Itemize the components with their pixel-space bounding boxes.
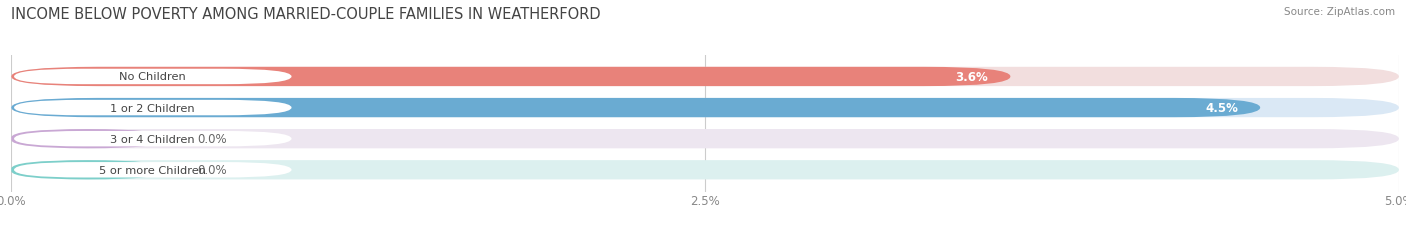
Text: 3.6%: 3.6% [956, 71, 988, 84]
Text: 1 or 2 Children: 1 or 2 Children [111, 103, 195, 113]
FancyBboxPatch shape [11, 98, 1399, 118]
FancyBboxPatch shape [11, 67, 1399, 87]
Text: 5 or more Children: 5 or more Children [100, 165, 207, 175]
FancyBboxPatch shape [14, 70, 291, 85]
FancyBboxPatch shape [11, 129, 165, 149]
FancyBboxPatch shape [11, 67, 1011, 87]
Text: INCOME BELOW POVERTY AMONG MARRIED-COUPLE FAMILIES IN WEATHERFORD: INCOME BELOW POVERTY AMONG MARRIED-COUPL… [11, 7, 600, 22]
FancyBboxPatch shape [11, 161, 1399, 180]
FancyBboxPatch shape [11, 98, 1260, 118]
FancyBboxPatch shape [11, 161, 165, 180]
FancyBboxPatch shape [14, 100, 291, 116]
Text: 4.5%: 4.5% [1205, 102, 1239, 115]
Text: Source: ZipAtlas.com: Source: ZipAtlas.com [1284, 7, 1395, 17]
Text: No Children: No Children [120, 72, 186, 82]
Text: 0.0%: 0.0% [197, 164, 226, 176]
FancyBboxPatch shape [11, 129, 1399, 149]
FancyBboxPatch shape [14, 162, 291, 178]
Text: 0.0%: 0.0% [197, 133, 226, 146]
FancyBboxPatch shape [14, 131, 291, 147]
Text: 3 or 4 Children: 3 or 4 Children [111, 134, 195, 144]
